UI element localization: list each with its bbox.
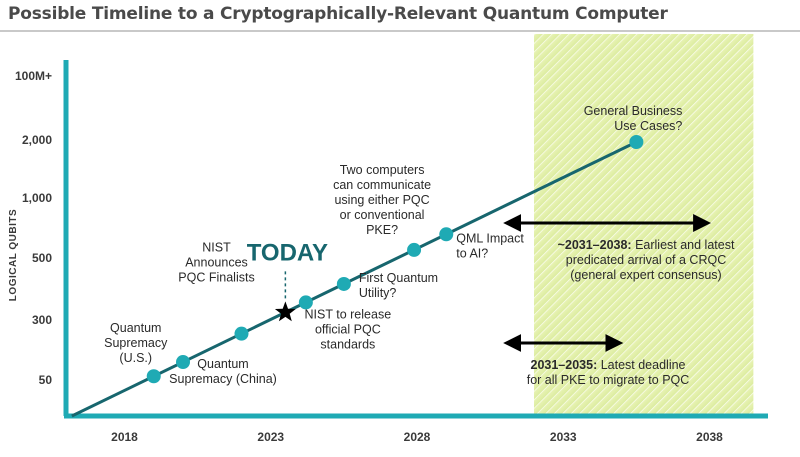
x-tick-label: 2038 — [696, 430, 723, 444]
event-marker — [298, 295, 313, 310]
event-label: PQC Finalists — [178, 271, 254, 285]
event-label: General Business — [584, 104, 683, 118]
event-label: can communicate — [333, 178, 431, 192]
y-axis-label: LOGICAL QUBITS — [8, 209, 19, 301]
range-label-bold: ~2031–2038: — [558, 238, 632, 252]
chart-title: Possible Timeline to a Cryptographically… — [8, 4, 668, 24]
event-label: (U.S.) — [119, 351, 152, 365]
range-label-line: predicated arrival of a CRQC — [566, 253, 726, 267]
x-tick-label: 2023 — [257, 430, 284, 444]
event-marker — [407, 242, 422, 257]
y-tick-label: 50 — [39, 373, 53, 387]
event-marker — [146, 369, 161, 384]
y-tick-label: 500 — [32, 251, 52, 265]
event-label: Use Cases? — [614, 119, 682, 133]
event-label: Supremacy — [104, 336, 168, 350]
today-label: TODAY — [247, 239, 328, 266]
range-label-line: for all PKE to migrate to PQC — [527, 373, 690, 387]
event-marker — [336, 276, 351, 291]
range-label-text: Earliest and latest — [632, 238, 735, 252]
y-tick-label: 100M+ — [15, 69, 52, 83]
event-label: QML Impact — [456, 231, 524, 245]
y-tick-label: 300 — [32, 313, 52, 327]
event-marker — [629, 135, 644, 149]
event-marker — [234, 326, 249, 341]
event-marker — [439, 227, 454, 242]
today-star-marker — [274, 301, 296, 322]
title-divider — [0, 30, 800, 32]
event-label: Two computers — [340, 163, 425, 177]
event-marker — [176, 355, 190, 370]
y-tick-label: 2,000 — [22, 133, 52, 147]
event-label: Quantum — [197, 357, 248, 371]
event-label: Announces — [185, 256, 248, 270]
x-tick-label: 2033 — [550, 430, 577, 444]
range-label-text: Latest deadline — [597, 358, 685, 372]
event-label: or conventional — [340, 208, 425, 222]
trend-line — [71, 140, 638, 418]
event-label: First Quantum — [359, 271, 438, 285]
event-label: using either PQC — [334, 193, 429, 207]
x-tick-label: 2028 — [404, 430, 431, 444]
event-label: to AI? — [456, 246, 488, 260]
event-label: NIST to release — [305, 307, 392, 321]
event-label: Supremacy (China) — [169, 372, 277, 386]
y-tick-label: 1,000 — [22, 191, 52, 205]
event-label: NIST — [202, 241, 231, 255]
range-label-bold: 2031–2035: — [531, 358, 598, 372]
event-label: PKE? — [366, 223, 398, 237]
event-label: official PQC — [315, 322, 381, 336]
x-tick-label: 2018 — [111, 430, 138, 444]
event-label: Quantum — [110, 321, 161, 335]
event-label: standards — [320, 337, 375, 351]
range-label-line: (general expert consensus) — [570, 268, 721, 282]
range-label: ~2031–2038: Earliest and latest — [558, 238, 735, 252]
event-label: Utility? — [359, 286, 397, 300]
range-label: 2031–2035: Latest deadline — [531, 358, 686, 372]
